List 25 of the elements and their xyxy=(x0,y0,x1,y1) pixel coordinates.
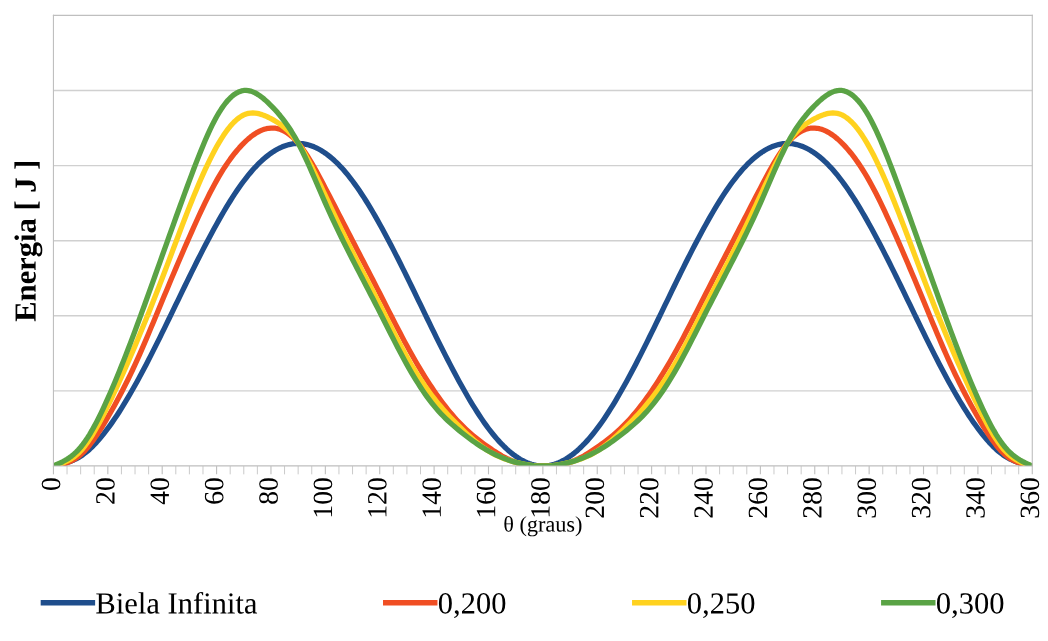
x-axis-title: θ (graus) xyxy=(504,516,582,537)
x-tick-label: 80 xyxy=(259,478,278,504)
legend-label: 0,200 xyxy=(438,593,506,619)
y-axis-title: Energia [ J ] xyxy=(14,161,43,322)
legend-label: 0,250 xyxy=(687,593,755,619)
x-tick-label: 140 xyxy=(422,478,442,517)
x-tick-label: 200 xyxy=(585,478,605,518)
x-tick-label: 120 xyxy=(367,478,387,517)
x-tick-label: 340 xyxy=(966,478,985,518)
x-tick-label: 60 xyxy=(204,478,224,504)
legend-label: Biela Infinita xyxy=(96,591,258,614)
x-tick-label: 180 xyxy=(531,478,550,517)
legend-label: 0,300 xyxy=(936,593,1004,619)
x-tick-label: 360 xyxy=(1020,478,1040,518)
x-tick-label: 20 xyxy=(96,478,115,504)
x-tick-label: 0 xyxy=(41,478,61,490)
x-tick-label: 100 xyxy=(313,478,333,517)
x-tick-label: 240 xyxy=(694,478,713,518)
x-tick-label: 160 xyxy=(476,478,496,517)
x-tick-label: 280 xyxy=(802,478,822,518)
x-tick-label: 320 xyxy=(911,478,931,518)
x-tick-label: 260 xyxy=(748,478,768,518)
x-tick-label: 300 xyxy=(857,478,877,518)
x-tick-label: 220 xyxy=(639,478,659,518)
x-tick-label: 40 xyxy=(150,478,170,505)
